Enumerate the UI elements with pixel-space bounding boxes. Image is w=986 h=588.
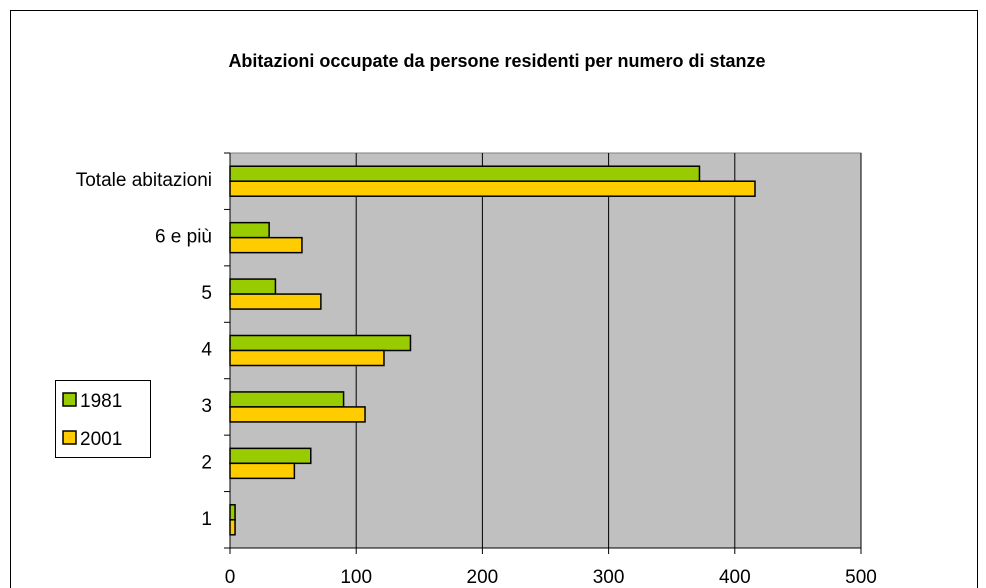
bar	[229, 278, 277, 295]
bar	[229, 462, 296, 480]
x-tick-label: 0	[225, 567, 236, 588]
chart-title: Abitazioni occupate da persone residenti…	[228, 51, 765, 71]
bar	[229, 180, 756, 197]
x-tick-label: 200	[467, 567, 499, 588]
bar	[229, 236, 303, 254]
y-tick-label: 6 e più	[155, 227, 212, 248]
bar	[229, 221, 270, 239]
legend-swatch	[62, 392, 77, 407]
y-tick-label: 4	[201, 340, 212, 361]
bar	[229, 504, 236, 521]
bar	[229, 293, 322, 310]
bar	[229, 165, 701, 182]
y-tick-label: 1	[201, 509, 212, 530]
bar	[229, 349, 385, 367]
bar	[229, 519, 236, 536]
y-tick-label: Totale abitazioni	[76, 170, 212, 191]
bar	[229, 391, 345, 408]
x-tick-label: 100	[340, 567, 372, 588]
bar	[229, 406, 366, 423]
bar	[229, 334, 412, 352]
y-tick-label: 5	[201, 283, 212, 304]
x-tick-label: 500	[845, 567, 877, 588]
x-tick-label: 400	[719, 567, 751, 588]
legend-label: 1981	[80, 391, 122, 412]
bar	[229, 447, 312, 465]
y-tick-label: 2	[201, 452, 212, 473]
legend-swatch	[62, 430, 77, 445]
y-tick-label: 3	[201, 396, 212, 417]
x-tick-label: 300	[593, 567, 625, 588]
legend-label: 2001	[80, 429, 122, 450]
